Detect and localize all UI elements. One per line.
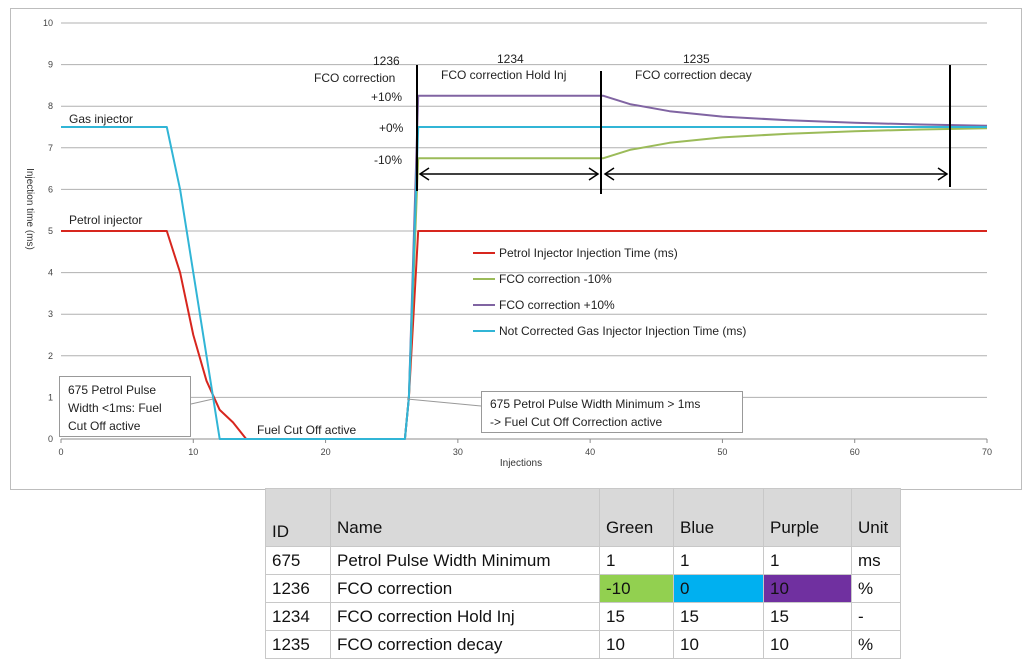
callout-left-line-2: Width <1ms: Fuel <box>68 401 162 415</box>
cell-green: 1 <box>599 546 674 575</box>
cell-green: -10 <box>599 574 674 603</box>
cell-unit: % <box>851 574 901 603</box>
table-row: 1235 FCO correction decay 10 10 10 % <box>265 630 901 659</box>
decay-arrow <box>603 167 949 181</box>
header-blue: Blue <box>673 488 764 547</box>
table-row: 1236 FCO correction -10 0 10 % <box>265 574 901 603</box>
x-tick-label: 50 <box>717 447 727 457</box>
x-axis-label: Injections <box>500 458 542 469</box>
callout-right-line-2: -> Fuel Cut Off Correction active <box>490 415 663 429</box>
y-tick-label: 3 <box>48 309 53 319</box>
cell-green: 10 <box>599 630 674 659</box>
callout-right-connector <box>406 398 482 407</box>
y-tick-label: 5 <box>48 226 53 236</box>
header-purple: Purple <box>763 488 852 547</box>
x-tick-label: 20 <box>321 447 331 457</box>
cell-name: FCO correction <box>330 574 600 603</box>
cell-purple: 1 <box>763 546 852 575</box>
y-tick-label: 7 <box>48 143 53 153</box>
cell-name: Petrol Pulse Width Minimum <box>330 546 600 575</box>
table-row: 1234 FCO correction Hold Inj 15 15 15 - <box>265 602 901 631</box>
y-tick-label: 2 <box>48 351 53 361</box>
legend-entry: Petrol Injector Injection Time (ms) <box>499 246 678 260</box>
callout-left-connector <box>190 398 214 405</box>
fco-decay-label: FCO correction decay <box>635 68 752 82</box>
plus10-label: +10% <box>371 90 402 104</box>
id-1234-label: 1234 <box>497 52 524 66</box>
cell-blue: 0 <box>673 574 764 603</box>
callout-left: 675 Petrol Pulse Width <1ms: Fuel Cut Of… <box>59 376 191 437</box>
gas-injector-label: Gas injector <box>69 112 133 126</box>
fco-hold-label: FCO correction Hold Inj <box>441 68 566 82</box>
cell-blue: 1 <box>673 546 764 575</box>
x-tick-label: 60 <box>850 447 860 457</box>
cell-id: 675 <box>265 546 331 575</box>
y-tick-label: 0 <box>48 434 53 444</box>
series-line-3 <box>61 126 987 440</box>
x-tick-label: 30 <box>453 447 463 457</box>
y-tick-label: 8 <box>48 101 53 111</box>
cell-name: FCO correction Hold Inj <box>330 602 600 631</box>
series-line-2 <box>403 94 988 440</box>
table-row: 675 Petrol Pulse Width Minimum 1 1 1 ms <box>265 546 901 575</box>
y-axis-label: Injection time (ms) <box>24 168 35 250</box>
header-green: Green <box>599 488 674 547</box>
y-tick-label: 9 <box>48 60 53 70</box>
x-tick-label: 70 <box>982 447 992 457</box>
cell-purple: 10 <box>763 574 852 603</box>
cell-purple: 15 <box>763 602 852 631</box>
cell-unit: ms <box>851 546 901 575</box>
chart-frame: 0 1 2 3 4 5 6 7 8 9 10 0 10 20 30 40 50 60 70 Injections I… <box>10 8 1022 490</box>
id-1236-label: 1236 <box>373 54 400 68</box>
callout-left-line-3: Cut Off active <box>68 419 141 433</box>
x-tick-label: 0 <box>58 447 63 457</box>
minus10-label: -10% <box>374 153 402 167</box>
cell-name: FCO correction decay <box>330 630 600 659</box>
zero-label: +0% <box>379 121 404 135</box>
fco-correction-label: FCO correction <box>314 71 395 85</box>
x-tick-label: 10 <box>188 447 198 457</box>
legend-entry: FCO correction -10% <box>499 272 612 286</box>
id-1235-label: 1235 <box>683 52 710 66</box>
cell-unit: - <box>851 602 901 631</box>
hold-arrow <box>418 167 600 181</box>
cell-id: 1234 <box>265 602 331 631</box>
fuel-cut-off-label: Fuel Cut Off active <box>257 423 356 437</box>
table-header-row: ID Name Green Blue Purple Unit <box>265 488 901 547</box>
chart-legend: Petrol Injector Injection Time (ms) FCO c… <box>473 246 746 338</box>
callout-right-line-1: 675 Petrol Pulse Width Minimum > 1ms <box>490 397 701 411</box>
cell-purple: 10 <box>763 630 852 659</box>
cell-blue: 10 <box>673 630 764 659</box>
header-id: ID <box>265 488 331 547</box>
legend-entry: FCO correction +10% <box>499 298 615 312</box>
y-tick-label: 6 <box>48 184 53 194</box>
cell-id: 1235 <box>265 630 331 659</box>
header-name: Name <box>330 488 600 547</box>
callout-right: 675 Petrol Pulse Width Minimum > 1ms -> … <box>481 391 743 433</box>
cell-green: 15 <box>599 602 674 631</box>
parameter-table: ID Name Green Blue Purple Unit 675 Petro… <box>265 488 901 659</box>
cell-id: 1236 <box>265 574 331 603</box>
cell-blue: 15 <box>673 602 764 631</box>
legend-entry: Not Corrected Gas Injector Injection Tim… <box>499 324 746 338</box>
callout-left-line-1: 675 Petrol Pulse <box>68 383 157 397</box>
header-unit: Unit <box>851 488 901 547</box>
y-tick-label: 1 <box>48 392 53 402</box>
petrol-injector-label: Petrol injector <box>69 213 142 227</box>
cell-unit: % <box>851 630 901 659</box>
y-tick-label: 10 <box>43 18 53 28</box>
x-tick-label: 40 <box>585 447 595 457</box>
y-tick-label: 4 <box>48 268 53 278</box>
